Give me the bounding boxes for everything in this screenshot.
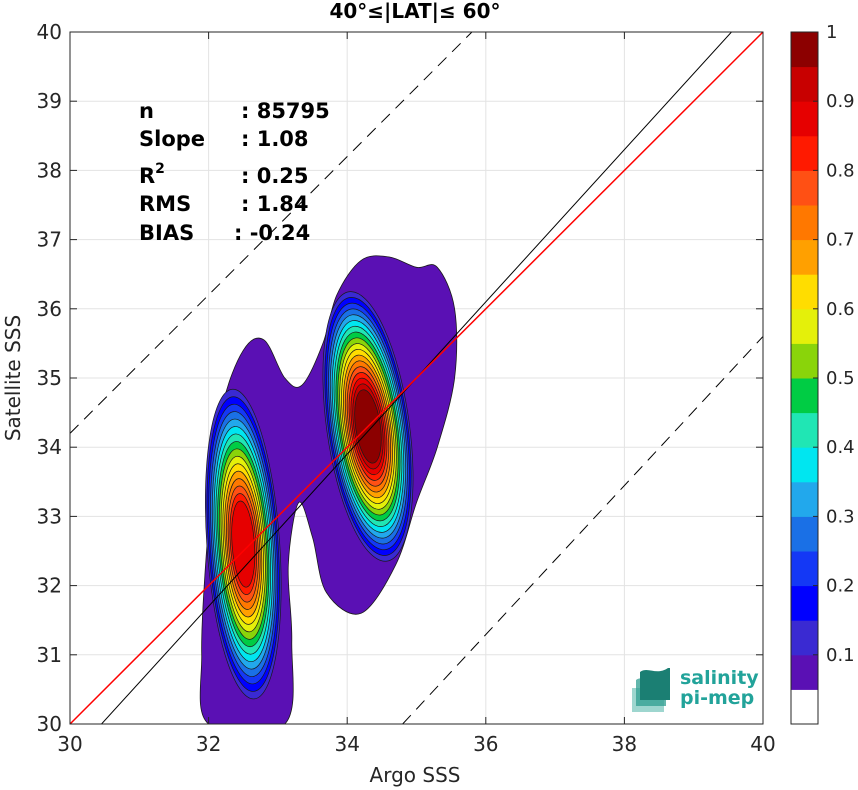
x-tick-label: 32 xyxy=(196,732,221,756)
colorbar-tick-label: 0.7 xyxy=(826,230,855,251)
colorbar-tick-label: 0.3 xyxy=(826,506,855,527)
y-tick-label: 40 xyxy=(37,20,62,44)
stat-value-n: : 85795 xyxy=(241,99,330,123)
regression-fit-line xyxy=(70,32,763,724)
y-tick-label: 36 xyxy=(37,297,62,321)
colorbar-tick-label: 0.6 xyxy=(826,299,855,320)
x-tick-label: 40 xyxy=(750,732,775,756)
reference-lines xyxy=(70,32,763,724)
y-tick-label: 34 xyxy=(37,435,62,459)
y-tick-label: 30 xyxy=(37,712,62,736)
colorbar-swatch xyxy=(791,689,818,725)
y-tick-label: 33 xyxy=(37,504,62,528)
logo-mark-icon xyxy=(632,668,670,712)
colorbar-swatch xyxy=(791,308,818,344)
colorbar-swatch xyxy=(791,654,818,690)
logo-text-pimep: pi-mep xyxy=(680,687,754,709)
colorbar-swatch xyxy=(791,32,818,68)
colorbar-swatch xyxy=(791,516,818,552)
axis-ticks: 30 32 34 36 38 40 30 31 32 33 34 35 36 37 38 39 40 xyxy=(37,20,776,756)
colorbar-swatch xyxy=(791,274,818,310)
colorbar-swatch xyxy=(791,481,818,517)
stat-superscript: 2 xyxy=(155,161,165,177)
stat-value-rms: : 1.84 xyxy=(241,192,309,216)
colorbar-swatch xyxy=(791,343,818,379)
stat-value-bias: : -0.24 xyxy=(234,221,310,245)
colorbar-tick-label: 0.2 xyxy=(826,576,855,597)
stat-value-r: : 0.25 xyxy=(241,164,309,188)
x-tick-label: 36 xyxy=(473,732,498,756)
colorbar-swatch xyxy=(791,447,818,483)
colorbar-swatch xyxy=(791,101,818,137)
colorbar-tick-label: 0.8 xyxy=(826,160,855,181)
colorbar-swatch xyxy=(791,412,818,448)
stat-label-n: n xyxy=(139,99,154,123)
lower-dashed-line xyxy=(402,336,763,724)
y-tick-label: 38 xyxy=(37,158,62,182)
stat-label-bias: BIAS xyxy=(139,221,194,245)
colorbar-swatch xyxy=(791,239,818,275)
stat-label-slope: Slope xyxy=(139,127,205,151)
upper-dashed-line xyxy=(70,32,473,434)
colorbar-swatch xyxy=(791,551,818,587)
stat-label-rms: RMS xyxy=(139,192,191,216)
colorbar-swatch xyxy=(791,585,818,621)
y-tick-label: 35 xyxy=(37,366,62,390)
y-tick-label: 32 xyxy=(37,574,62,598)
colorbar: 0.1 0.2 0.3 0.4 0.5 0.6 0.7 0.8 0.9 1 xyxy=(790,22,855,725)
chart-title: 40°≤|LAT|≤ 60° xyxy=(329,0,500,23)
x-tick-label: 38 xyxy=(612,732,637,756)
colorbar-tick-label: 0.4 xyxy=(826,437,855,458)
salinity-pi-mep-logo: salinity pi-mep xyxy=(632,667,759,712)
colorbar-tick-label: 0.5 xyxy=(826,368,855,389)
colorbar-swatch xyxy=(791,135,818,171)
density-contours xyxy=(199,255,458,724)
colorbar-tick-label: 1 xyxy=(826,22,837,43)
y-tick-label: 39 xyxy=(37,89,62,113)
colorbar-swatch xyxy=(791,66,818,102)
colorbar-tick-label: 0.9 xyxy=(826,91,855,112)
colorbar-swatch xyxy=(791,378,818,414)
stat-value-slope: : 1.08 xyxy=(241,127,309,151)
x-axis-label: Argo SSS xyxy=(370,763,461,787)
contour-lobe1-level-17 xyxy=(231,500,256,588)
y-tick-label: 37 xyxy=(37,228,62,252)
x-tick-label: 30 xyxy=(57,732,82,756)
colorbar-swatch xyxy=(791,170,818,206)
y-axis-label: Satellite SSS xyxy=(1,315,25,441)
x-tick-label: 34 xyxy=(334,732,359,756)
colorbar-swatch xyxy=(791,205,818,241)
y-tick-label: 31 xyxy=(37,643,62,667)
logo-text-salinity: salinity xyxy=(680,667,759,689)
colorbar-swatch xyxy=(791,620,818,656)
colorbar-tick-label: 0.1 xyxy=(826,645,855,666)
